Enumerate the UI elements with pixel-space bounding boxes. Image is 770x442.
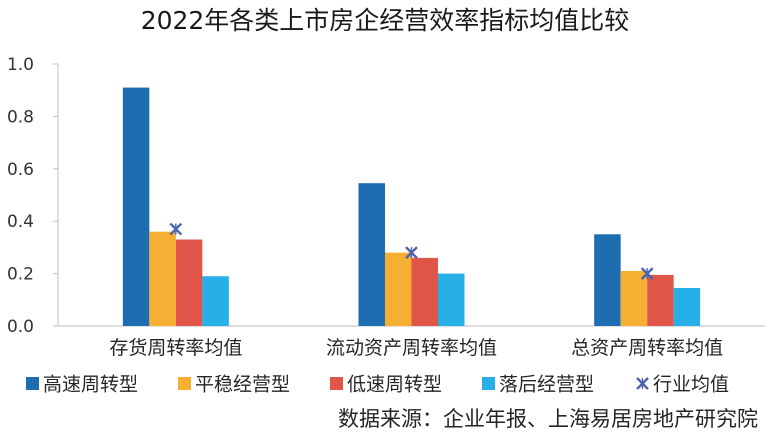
chart-legend: 高速周转型 平稳经营型 低速周转型 落后经营型 行业均值 [26, 374, 729, 396]
x-tick-label: 流动资产周转率均值 [326, 337, 497, 359]
bar [122, 87, 150, 326]
chart-title: 2022年各类上市房企经营效率指标均值比较 [140, 6, 630, 35]
bar [594, 234, 621, 326]
y-tick-label: 1.0 [7, 55, 34, 75]
y-tick-label: 0.8 [7, 107, 34, 127]
legend-swatch [330, 377, 343, 390]
y-tick-label: 0.2 [7, 265, 34, 285]
legend-item: 落后经营型 [482, 374, 594, 396]
bar [149, 231, 176, 326]
legend-item: 行业均值 [636, 374, 729, 396]
legend-label: 高速周转型 [43, 374, 138, 396]
legend-label: 行业均值 [653, 374, 729, 396]
legend-label: 平稳经营型 [195, 374, 290, 396]
legend-item: 高速周转型 [26, 374, 138, 396]
y-tick-label: 0.4 [7, 212, 34, 232]
legend-swatch [26, 377, 39, 390]
bar [202, 276, 229, 326]
bar [438, 273, 465, 326]
data-source-note: 数据来源：企业年报、上海易居房地产研究院 [338, 407, 758, 431]
legend-label: 低速周转型 [347, 374, 442, 396]
legend-label: 落后经营型 [499, 374, 594, 396]
bar [411, 257, 438, 326]
industry-average-marker [405, 246, 418, 259]
industry-average-marker [169, 222, 183, 236]
bar [175, 239, 203, 326]
legend-swatch [178, 377, 191, 390]
bar-series [122, 87, 701, 326]
x-tick-label: 存货周转率均值 [109, 337, 242, 359]
y-tick-label: 0.0 [7, 317, 34, 337]
industry-average-markers [169, 222, 654, 280]
legend-item: 低速周转型 [330, 374, 442, 396]
bar [647, 274, 674, 326]
x-tick-label: 总资产周转率均值 [571, 337, 723, 359]
legend-swatch [482, 377, 495, 390]
industry-average-marker [640, 267, 654, 280]
bar [620, 270, 648, 326]
bar [673, 288, 701, 326]
bar [358, 183, 385, 326]
chart-axes: 0.0 0.2 0.4 0.6 0.8 1.0 存货周转率均值 流动资产周转率均值 总资产周转率… [7, 55, 765, 359]
y-tick-label: 0.6 [7, 160, 34, 180]
legend-item: 平稳经营型 [178, 374, 290, 396]
bar [385, 252, 412, 326]
